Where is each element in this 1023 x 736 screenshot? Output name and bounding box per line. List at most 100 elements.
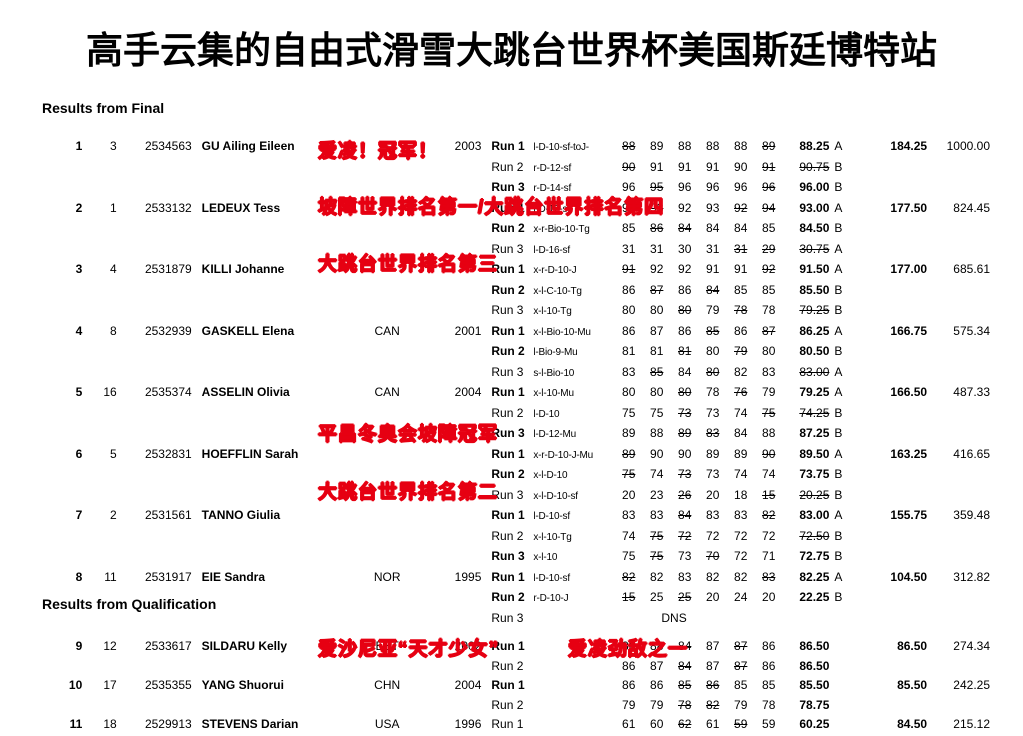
- run-label: Run 3: [491, 303, 524, 317]
- athlete-birth-year: 2002: [454, 639, 482, 653]
- athlete-fis-code: 2534563: [144, 139, 192, 153]
- judge-score: 84: [734, 221, 748, 235]
- run-label: Run 1: [491, 639, 525, 653]
- judge-score: 80: [650, 385, 664, 399]
- athlete-runs: Run 1 61 60 62 61 59 59 60.25: [481, 715, 852, 735]
- athlete-total-score: 177.00: [890, 262, 928, 276]
- judge-score: 23: [650, 487, 664, 502]
- run-trick-code: x-r-D-10-J: [533, 265, 577, 276]
- judge-score: 87: [650, 323, 664, 338]
- run-group: B: [834, 528, 843, 543]
- judge-score: 73: [678, 549, 692, 563]
- run-trick-code: r-D-14-sf: [533, 183, 572, 194]
- run-trick-code: x-l-10-Tg: [533, 531, 572, 543]
- athlete-name[interactable]: HOEFFLIN Sarah: [201, 446, 299, 461]
- judge-score: 59: [734, 717, 748, 731]
- athlete-name[interactable]: ASSELIN Olivia: [201, 385, 290, 399]
- athlete-rank: 4: [75, 323, 83, 338]
- run-score: 78.75: [799, 697, 830, 712]
- judge-score: 74: [622, 528, 636, 543]
- judge-score: 84: [734, 426, 748, 440]
- run-label: Run 1: [491, 323, 525, 338]
- page-title: 高手云集的自由式滑雪大跳台世界杯美国斯廷博特站: [86, 30, 937, 71]
- judge-score: 96: [706, 180, 720, 194]
- run-group: A: [834, 446, 843, 461]
- judge-score: 72: [762, 528, 776, 543]
- athlete-name[interactable]: TANNO Giulia: [201, 508, 281, 522]
- judge-score: 91: [678, 159, 692, 174]
- athlete-name[interactable]: KILLI Johanne: [201, 262, 285, 276]
- judge-score: 79: [650, 697, 664, 712]
- judge-score: 75: [650, 528, 664, 543]
- athlete-name[interactable]: EIE Sandra: [201, 569, 266, 584]
- run-score: 83.00: [799, 508, 830, 522]
- athlete-total-score: 177.50: [890, 200, 928, 215]
- run-line: Run 2 x-l-D-10 75 74 73 73 74 74 73.75 B: [491, 465, 852, 486]
- section-header-final: Results from Final: [42, 100, 165, 116]
- athlete-nation: NOR: [373, 569, 401, 584]
- athlete-runs: Run 1 x-r-D-10-J-Mu 89 90 90 89 89 90 89.50 A Run …: [481, 445, 852, 507]
- judge-score: 96: [622, 180, 636, 194]
- run-line: Run 2 x-l-C-10-Tg 86 87 86 84 85 85 85.50 B: [491, 281, 852, 302]
- judge-score: 31: [706, 241, 720, 256]
- athlete-name[interactable]: YANG Shuorui: [201, 678, 284, 692]
- judge-score: 83: [762, 364, 776, 379]
- run-label: Run 3: [491, 364, 524, 379]
- judge-score: 87: [734, 658, 748, 673]
- judge-score: 80: [706, 364, 720, 379]
- run-label: Run 1: [491, 200, 525, 215]
- judge-score: 86: [622, 323, 636, 338]
- judge-score: 89: [650, 139, 664, 153]
- judge-score: 85: [762, 221, 776, 235]
- judge-score: 88: [650, 639, 664, 653]
- run-score: 74.25: [799, 405, 830, 420]
- athlete-nation: USA: [374, 717, 400, 731]
- judge-score: 81: [622, 344, 636, 358]
- run-score: 79.25: [799, 385, 830, 399]
- judge-score: 25: [650, 590, 664, 604]
- judge-score: 79: [734, 697, 748, 712]
- judge-score: 80: [678, 303, 692, 317]
- athlete-rank: 3: [75, 262, 83, 276]
- judge-score: 87: [762, 323, 776, 338]
- athlete-name[interactable]: SILDARU Kelly: [201, 639, 288, 653]
- run-line: Run 2 l-Bio-9-Mu 81 81 81 80 79 80 80.50 B: [491, 342, 852, 363]
- judge-score: 74: [734, 467, 748, 481]
- judge-score: 31: [734, 241, 748, 256]
- run-label: Run 1: [491, 717, 524, 731]
- run-label: Run 2: [491, 467, 525, 481]
- run-group: B: [834, 487, 843, 502]
- athlete-runs: Run 1 x-l-Bio-10-Mu 86 87 86 85 86 87 86.25 A Run …: [481, 322, 852, 384]
- run-group: B: [834, 467, 843, 481]
- athlete-bib: 5: [110, 446, 117, 461]
- judge-score: 82: [650, 569, 664, 584]
- run-label: Run 2: [491, 282, 525, 297]
- run-score: 83.00: [799, 364, 830, 379]
- athlete-name[interactable]: GASKELL Elena: [201, 323, 295, 338]
- judge-score: 24: [734, 590, 748, 604]
- run-label: Run 2: [491, 344, 525, 358]
- run-label: Run 1: [491, 385, 525, 399]
- run-group: B: [834, 549, 843, 563]
- run-score: 60.25: [799, 717, 830, 731]
- judge-score: 91: [706, 262, 720, 276]
- athlete-bib: 11: [104, 569, 117, 584]
- run-score: 30.75: [799, 241, 830, 256]
- athlete-name[interactable]: LEDEUX Tess: [201, 200, 281, 215]
- run-group: A: [834, 323, 843, 338]
- judge-score: 86: [622, 678, 636, 692]
- athlete-runs: Run 1 x-l-10-Mu 80 80 80 78 76 79 79.25 A Run 2 l-D…: [481, 383, 852, 445]
- judge-score: 88: [734, 139, 748, 153]
- run-label: Run 2: [491, 658, 524, 673]
- red-annotation: 大跳台世界排名第三: [318, 254, 499, 275]
- athlete-rank: 2: [75, 200, 83, 215]
- run-trick-code: l-D-10-sf-toJ-: [533, 142, 589, 153]
- run-score: 86.50: [799, 639, 830, 653]
- judge-score: 88: [678, 139, 692, 153]
- athlete-nation: CAN: [374, 323, 400, 338]
- athlete-name[interactable]: STEVENS Darian: [201, 717, 299, 731]
- athlete-name[interactable]: GU Ailing Eileen: [201, 139, 295, 153]
- judge-score: 18: [734, 487, 748, 502]
- table-row: 1 3 2534563 GU Ailing Eileen 2003 Run 1 l-D-10…: [60, 137, 990, 199]
- results-table-final: 1 3 2534563 GU Ailing Eileen 2003 Run 1 l-D-10…: [60, 137, 990, 628]
